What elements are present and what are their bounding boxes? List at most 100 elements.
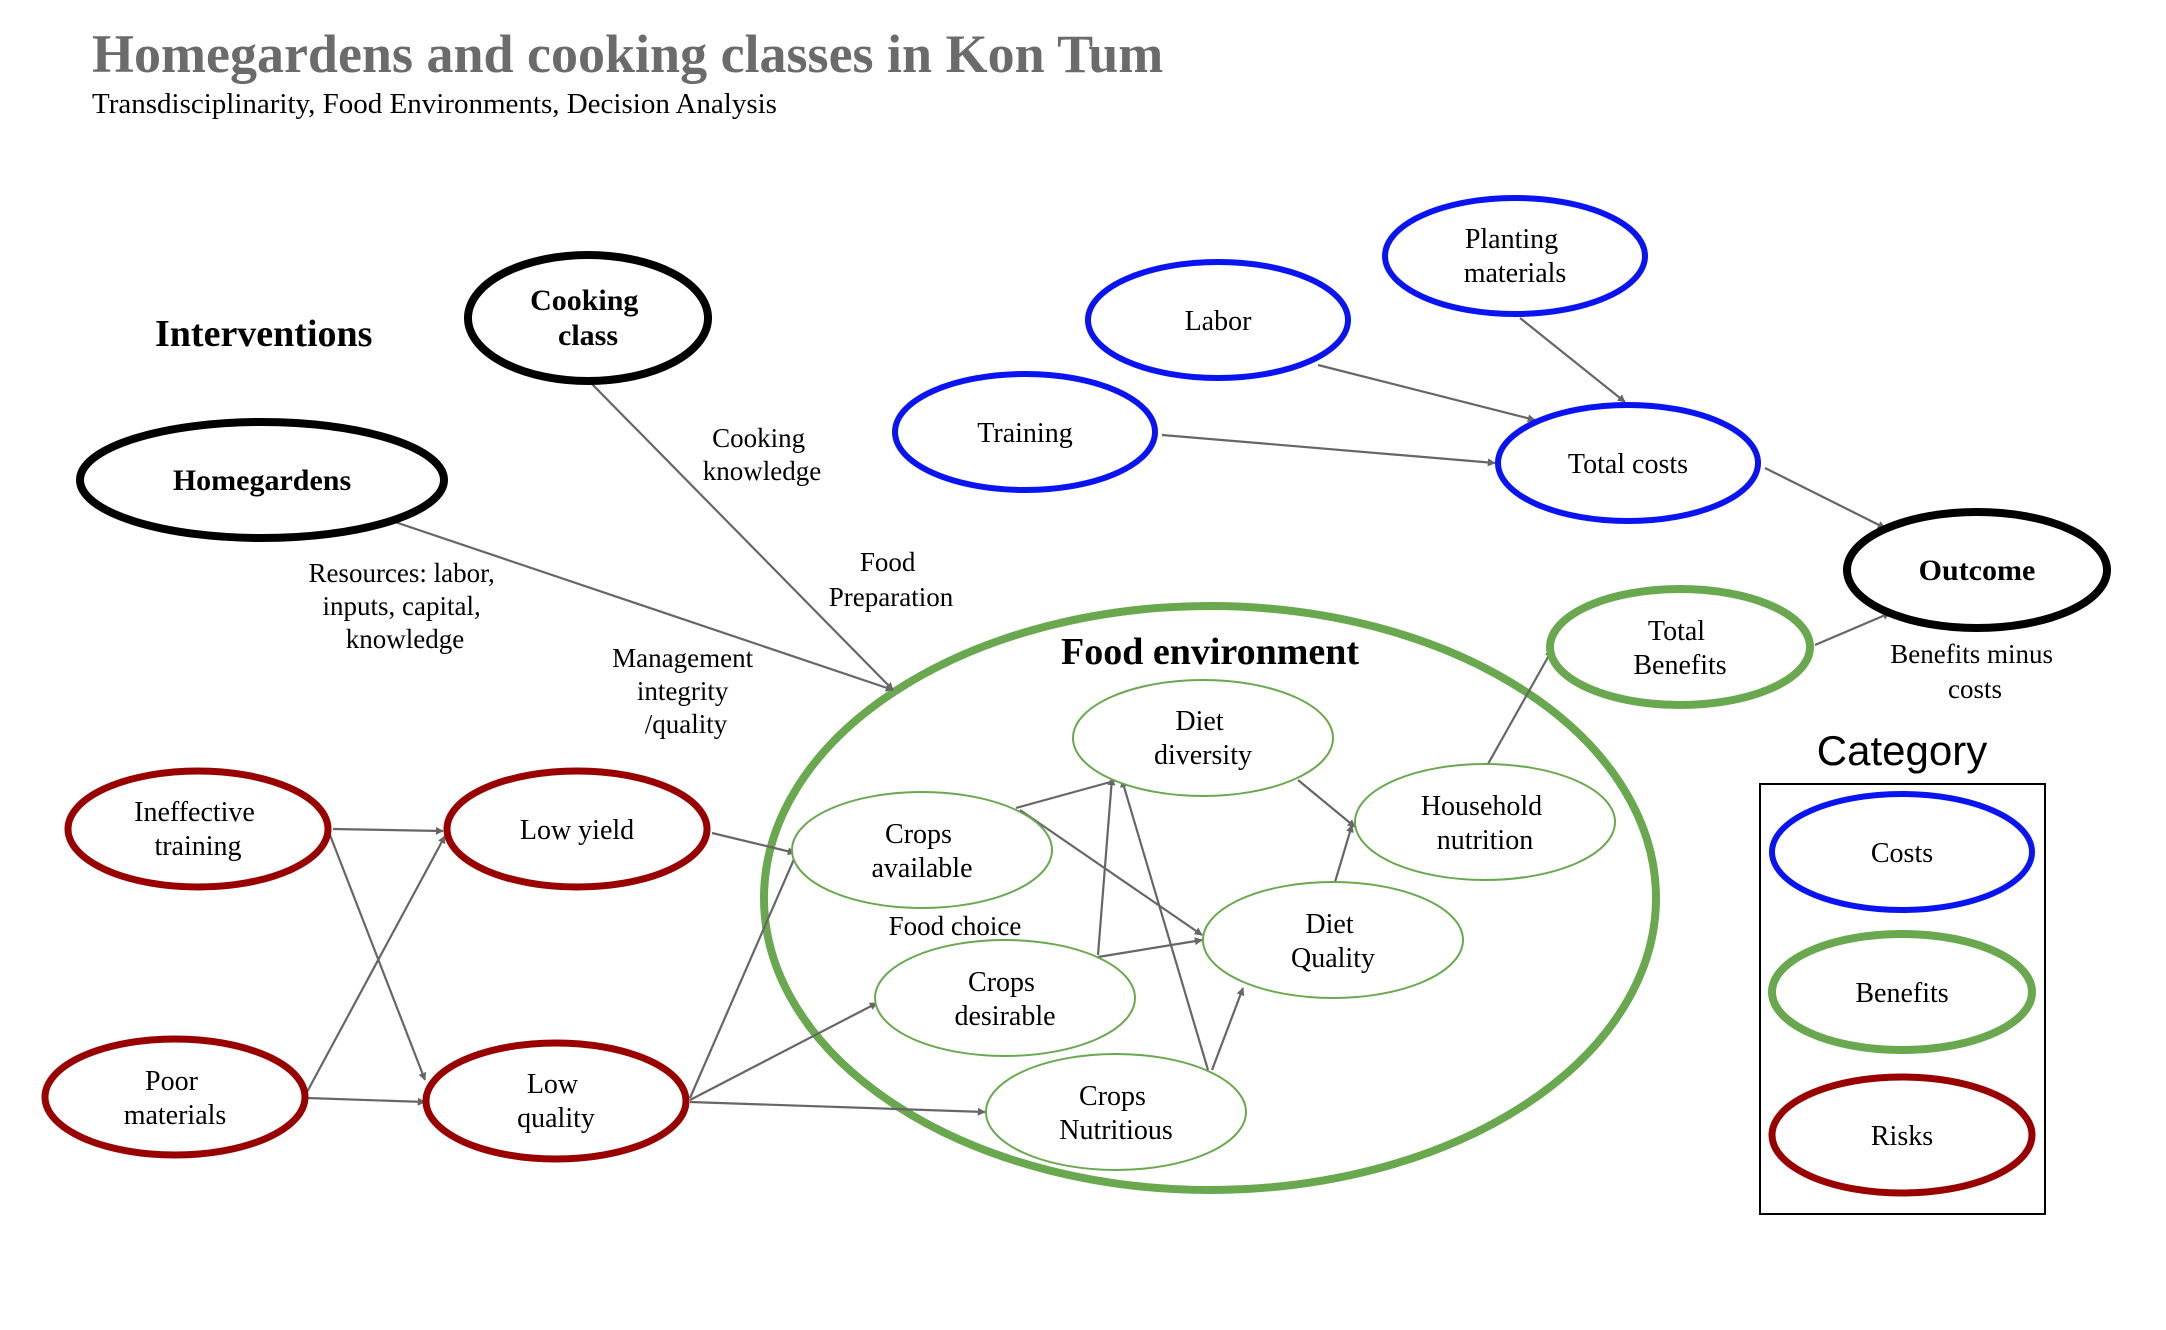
diagram-subtitle: Transdisciplinarity, Food Environments, … (92, 88, 777, 120)
labor-label: Labor (1185, 306, 1253, 337)
resources-label: Resources: labor, (308, 558, 494, 588)
svg-text:Diet diversity: Diet diversity (1154, 706, 1252, 771)
low-quality-label: Low (527, 1069, 579, 1100)
edge-planting-materials-to-total-costs (1519, 317, 1626, 403)
crops-nutritious-label: Crops (1079, 1081, 1146, 1112)
edge-crops-nutritious-to-diet-quality (1210, 987, 1245, 1071)
edge-diet-diversity-to-household-nutrition (1297, 779, 1356, 828)
legend-risks: Risks (1768, 1073, 2036, 1197)
legend-benefits: Benefits (1768, 930, 2036, 1054)
svg-text:Crops Nutritious: Crops Nutritious (1059, 1081, 1173, 1146)
outcome-label: Outcome (1919, 554, 2036, 587)
edge-training-to-total-costs (1161, 433, 1496, 467)
diet-diversity-label-line2: diversity (1154, 740, 1252, 771)
svg-text:Household nutrition: Household nutrition (1421, 791, 1549, 856)
edge-cooking-class-to-food-environment (589, 381, 894, 691)
svg-text:Cooking knowledge: Cooking knowledge (703, 423, 821, 486)
category-legend: Category Costs Benefits Risks (1759, 727, 2046, 1215)
total-costs-label: Total costs (1568, 449, 1688, 480)
node-labor: Labor (1085, 259, 1351, 381)
svg-text:Total Benefits: Total Benefits (1633, 616, 1726, 681)
edge-labor-to-total-costs (1317, 363, 1536, 423)
diagram-title: Homegardens and cooking classes in Kon T… (92, 24, 1163, 84)
svg-text:Low quality: Low quality (517, 1069, 595, 1134)
edge-homegardens-to-food-environment (394, 520, 894, 692)
edge-crops-available-to-diet-diversity (1015, 776, 1126, 810)
household-nutrition-label: Household (1421, 791, 1542, 822)
food-preparation-label: Food (860, 547, 916, 577)
svg-text:Cooking class: Cooking class (530, 284, 646, 352)
legend-risks-label: Risks (1871, 1121, 1933, 1152)
svg-text:Planting materials: Planting materials (1464, 224, 1567, 289)
node-diet-diversity: Diet diversity (1072, 679, 1334, 797)
svg-text:Ineffective training: Ineffective training (134, 797, 262, 862)
edge-diet-quality-to-household-nutrition (1333, 824, 1354, 883)
svg-text:Poor materials: Poor materials (124, 1066, 227, 1131)
edge-total-benefits-to-outcome (1814, 611, 1891, 647)
edge-ineffective-training-to-low-quality (328, 834, 427, 1081)
node-diet-quality: Diet Quality (1202, 881, 1464, 999)
cooking-class-label-line2: class (558, 319, 618, 352)
node-outcome: Outcome (1843, 508, 2111, 632)
legend-costs-label: Costs (1871, 838, 1933, 869)
low-yield-label: Low yield (520, 815, 634, 846)
node-ineffective-training: Ineffective training (64, 767, 332, 891)
management-label: Management (612, 643, 753, 673)
edge-ineffective-training-to-low-yield (332, 826, 444, 835)
node-poor-materials: Poor materials (41, 1035, 309, 1159)
edge-low-yield-to-crops-available (711, 831, 796, 856)
svg-text:Food Preparation: Food Preparation (829, 547, 954, 612)
edge-total-costs-to-outcome (1764, 467, 1886, 529)
food-choice-label: Food choice (889, 911, 1022, 941)
cooking-class-label: Cooking (530, 284, 638, 317)
edge-low-quality-to-crops-desirable (689, 1002, 878, 1101)
management-label-line2: integrity (637, 676, 729, 706)
svg-text:Management integrity /: Management integrity /quality (612, 643, 760, 739)
resources-label-line2: inputs, capital, (323, 591, 481, 621)
edge-crops-desirable-to-diet-quality (1097, 937, 1203, 959)
crops-nutritious-label-line2: Nutritious (1059, 1115, 1173, 1146)
planting-materials-label: Planting (1465, 224, 1558, 255)
management-label-line3: /quality (645, 709, 728, 739)
diet-diversity-label: Diet (1175, 706, 1223, 737)
svg-text:Diet Quality: Diet Quality (1291, 909, 1375, 974)
benefits-minus-costs-label-line2: costs (1948, 674, 2002, 704)
food-preparation-label-line2: Preparation (829, 582, 954, 612)
training-label: Training (977, 418, 1072, 449)
node-total-costs: Total costs (1495, 402, 1761, 524)
diet-quality-label: Diet (1305, 909, 1353, 940)
edge-low-quality-to-crops-nutritious (689, 1100, 986, 1116)
crops-desirable-label-line2: desirable (954, 1001, 1055, 1032)
node-total-benefits: Total Benefits (1546, 585, 1814, 709)
total-benefits-label: Total (1648, 616, 1705, 647)
household-nutrition-label-line2: nutrition (1437, 825, 1533, 856)
svg-text:Crops desirable: Crops desirable (954, 967, 1055, 1032)
crops-desirable-label: Crops (968, 967, 1035, 998)
legend-costs: Costs (1769, 791, 2035, 913)
crops-available-label-line2: available (871, 853, 972, 884)
crops-available-label: Crops (885, 819, 952, 850)
node-crops-available: Crops available (791, 791, 1053, 909)
node-planting-materials: Planting materials (1382, 195, 1648, 317)
edge-household-nutrition-to-total-benefits (1487, 649, 1553, 765)
edge-low-quality-to-crops-available (688, 849, 800, 1099)
legend-box (1759, 783, 2046, 1215)
food-environment-boundary (760, 602, 1660, 1194)
diet-quality-label-line2: Quality (1291, 943, 1375, 974)
edge-crops-desirable-to-diet-diversity (1096, 777, 1116, 956)
svg-text:Resources: labor, inputs,: Resources: labor, inputs, capital, knowl… (308, 558, 501, 654)
ineffective-training-label-line2: training (154, 831, 241, 862)
node-cooking-class: Cooking class (464, 251, 712, 385)
planting-materials-label-line2: materials (1464, 258, 1567, 289)
cooking-knowledge-label: Cooking (712, 423, 805, 453)
edge-poor-materials-to-low-quality (306, 1096, 426, 1106)
node-training: Training (892, 371, 1158, 493)
edge-poor-materials-to-low-yield (306, 835, 446, 1093)
interventions-heading: Interventions (155, 313, 372, 355)
node-low-yield: Low yield (443, 767, 711, 891)
benefits-minus-costs-label: Benefits minus (1890, 639, 2053, 669)
cooking-knowledge-label-line2: knowledge (703, 456, 821, 486)
legend-benefits-label: Benefits (1855, 978, 1948, 1009)
food-environment-heading: Food environment (1061, 631, 1359, 673)
